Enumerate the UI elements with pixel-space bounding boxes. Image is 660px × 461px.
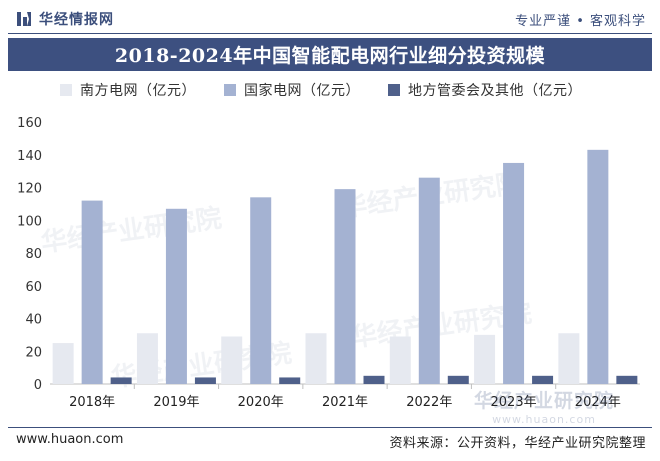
- y-tick-label: 60: [25, 280, 42, 295]
- watermark-corner-cn: 华经产业研究院: [473, 390, 614, 412]
- legend-label: 国家电网（亿元）: [244, 83, 360, 99]
- legend-item: 南方电网（亿元）: [60, 80, 196, 100]
- x-tick-label: 2021年: [322, 395, 368, 410]
- y-tick-label: 140: [17, 149, 42, 164]
- bar: [389, 336, 411, 384]
- bar: [447, 375, 469, 384]
- bar: [558, 333, 580, 384]
- bar: [165, 208, 187, 384]
- legend-swatch: [388, 84, 400, 96]
- x-tick-label: 2020年: [238, 395, 284, 410]
- bar: [418, 177, 440, 384]
- y-tick-label: 20: [25, 345, 42, 360]
- x-tick-label: 2018年: [69, 395, 115, 410]
- chart-legend: 南方电网（亿元） 国家电网（亿元） 地方管委会及其他（亿元）: [60, 80, 610, 100]
- bar: [305, 333, 327, 384]
- bar: [81, 200, 103, 384]
- bar: [616, 375, 638, 384]
- logo-text: 华经情报网: [39, 12, 114, 28]
- y-tick-label: 40: [25, 313, 42, 328]
- logo-icon: [17, 12, 31, 26]
- slogan: 专业严谨 • 客观科学: [515, 14, 646, 29]
- bar: [587, 149, 609, 384]
- brand-logo: 华经情报网: [16, 8, 114, 30]
- x-tick-label: 2019年: [153, 395, 199, 410]
- legend-item: 地方管委会及其他（亿元）: [388, 80, 582, 100]
- legend-label: 南方电网（亿元）: [80, 83, 196, 99]
- bar: [334, 189, 356, 384]
- watermark-corner: 华经产业研究院 www.huaon.com: [474, 386, 614, 426]
- bar: [194, 377, 216, 384]
- bar: [363, 375, 385, 384]
- watermark-corner-en: www.huaon.com: [492, 413, 596, 426]
- bar: [532, 375, 554, 384]
- y-tick-label: 120: [17, 182, 42, 197]
- x-tick-label: 2024年: [575, 395, 621, 410]
- bar: [110, 377, 132, 384]
- bar: [52, 343, 74, 384]
- bar: [136, 333, 158, 384]
- bar: [279, 377, 301, 384]
- y-tick-label: 160: [17, 116, 42, 131]
- header-divider: [8, 33, 652, 34]
- x-tick-label: 2023年: [491, 395, 537, 410]
- legend-label: 地方管委会及其他（亿元）: [408, 83, 582, 99]
- y-tick-label: 80: [25, 247, 42, 262]
- legend-swatch: [224, 84, 236, 96]
- footer-divider: [8, 427, 652, 428]
- y-tick-label: 0: [34, 378, 42, 393]
- footer-source: 资料来源：公开资料，华经产业研究院整理: [389, 436, 646, 451]
- bar: [250, 197, 272, 384]
- bar: [503, 162, 525, 384]
- chart-title: 2018-2024年中国智能配电网行业细分投资规模: [8, 38, 652, 71]
- legend-swatch: [60, 84, 72, 96]
- bar: [221, 336, 243, 384]
- footer-website: www.huaon.com: [16, 432, 124, 447]
- y-tick-label: 100: [17, 214, 42, 229]
- x-tick-label: 2022年: [406, 395, 452, 410]
- bar: [474, 334, 496, 384]
- legend-item: 国家电网（亿元）: [224, 80, 360, 100]
